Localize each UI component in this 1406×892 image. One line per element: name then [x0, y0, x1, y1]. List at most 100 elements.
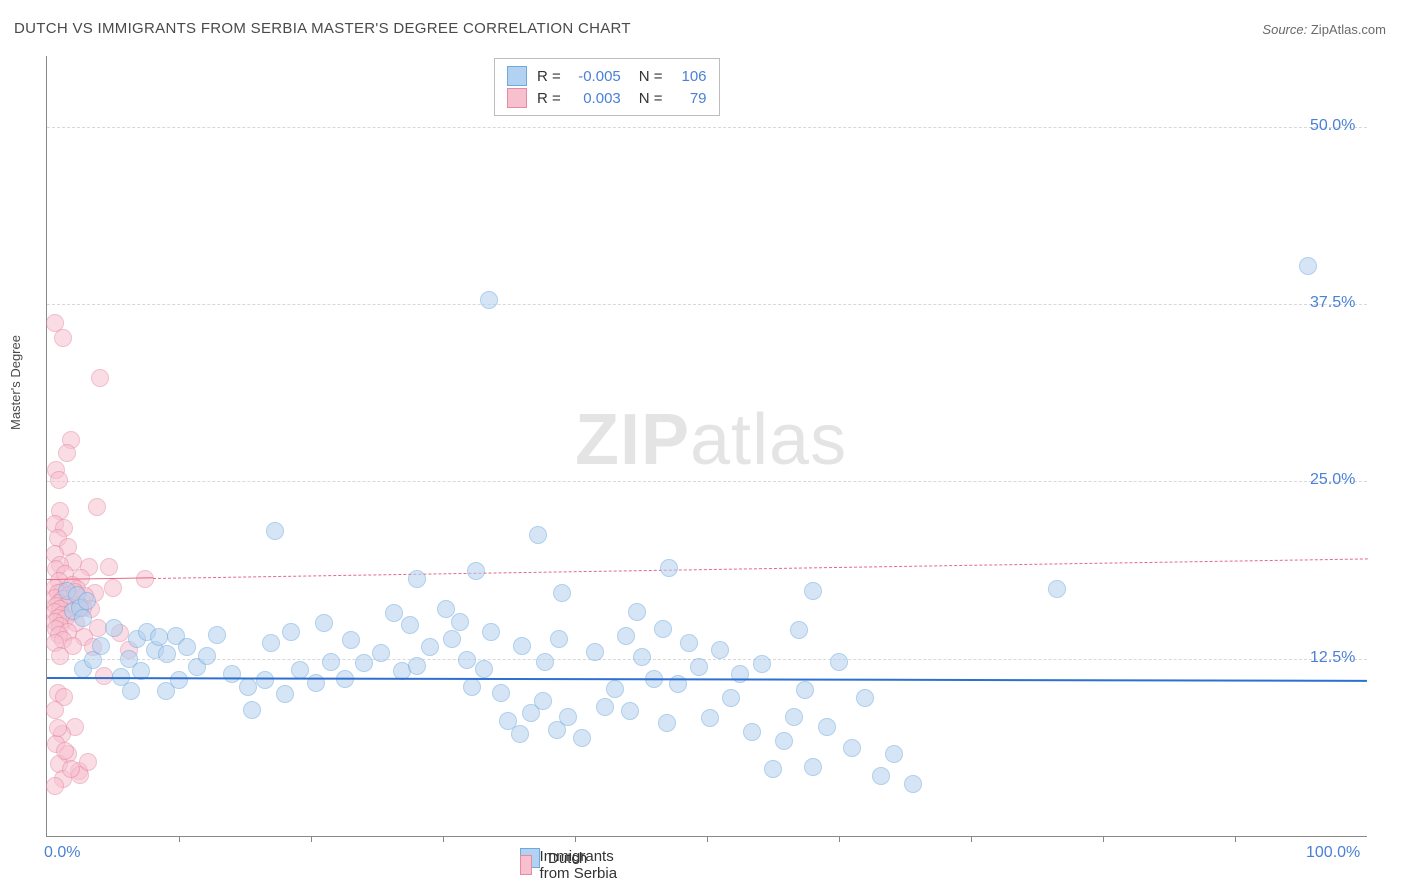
dutch-point	[276, 685, 294, 703]
dutch-point	[658, 714, 676, 732]
r-value: -0.005	[571, 68, 621, 85]
serbia-point	[79, 753, 97, 771]
dutch-point	[437, 600, 455, 618]
x-tick	[179, 836, 180, 842]
dutch-point	[342, 631, 360, 649]
dutch-point	[731, 665, 749, 683]
x-tick	[443, 836, 444, 842]
r-label: R =	[537, 90, 561, 107]
watermark: ZIPatlas	[575, 399, 847, 481]
dutch-point	[150, 628, 168, 646]
legend-label: Immigrants from Serbia	[540, 848, 623, 882]
correlation-stats-box: R = -0.005 N = 106 R = 0.003 N = 79	[494, 58, 720, 116]
dutch-point	[239, 678, 257, 696]
x-end-label: 0.0%	[44, 844, 80, 862]
x-tick	[311, 836, 312, 842]
y-tick-label: 12.5%	[1310, 649, 1355, 667]
scatter-plot-area: ZIPatlas	[46, 56, 1367, 837]
dutch-point	[511, 725, 529, 743]
serbia-point	[91, 369, 109, 387]
x-tick	[707, 836, 708, 842]
n-label: N =	[639, 90, 663, 107]
serbia-point	[49, 719, 67, 737]
dutch-point	[1048, 580, 1066, 598]
dutch-point	[804, 582, 822, 600]
dutch-point	[401, 616, 419, 634]
r-label: R =	[537, 68, 561, 85]
dutch-point	[680, 634, 698, 652]
dutch-point	[421, 638, 439, 656]
dutch-point	[690, 658, 708, 676]
y-tick-label: 50.0%	[1310, 117, 1355, 135]
stats-row: R = 0.003 N = 79	[507, 87, 707, 109]
dutch-point	[475, 660, 493, 678]
dutch-point	[513, 637, 531, 655]
y-axis-label: Master's Degree	[8, 335, 23, 430]
dutch-point	[322, 653, 340, 671]
dutch-point	[711, 641, 729, 659]
dutch-point	[621, 702, 639, 720]
dutch-point	[775, 732, 793, 750]
dutch-point	[796, 681, 814, 699]
dutch-point	[291, 661, 309, 679]
dutch-point	[856, 689, 874, 707]
serbia-point	[46, 701, 64, 719]
dutch-point	[256, 671, 274, 689]
dutch-point	[764, 760, 782, 778]
dutch-point	[606, 680, 624, 698]
dutch-point	[92, 637, 110, 655]
dutch-point	[243, 701, 261, 719]
dutch-point	[443, 630, 461, 648]
dutch-point	[372, 644, 390, 662]
x-end-label: 100.0%	[1306, 844, 1360, 862]
serbia-point	[104, 579, 122, 597]
dutch-point	[315, 614, 333, 632]
r-value: 0.003	[571, 90, 621, 107]
serbia-point	[136, 570, 154, 588]
dutch-point	[198, 647, 216, 665]
dutch-point	[843, 739, 861, 757]
dutch-point	[463, 678, 481, 696]
legend-swatch	[507, 88, 527, 108]
dutch-point	[262, 634, 280, 652]
x-tick	[1103, 836, 1104, 842]
serbia-trendline	[153, 558, 1367, 579]
serbia-point	[46, 777, 64, 795]
dutch-point	[586, 643, 604, 661]
dutch-point	[790, 621, 808, 639]
dutch-point	[451, 613, 469, 631]
dutch-point	[573, 729, 591, 747]
dutch-point	[480, 291, 498, 309]
dutch-point	[596, 698, 614, 716]
dutch-point	[105, 619, 123, 637]
dutch-point	[266, 522, 284, 540]
dutch-point	[785, 708, 803, 726]
dutch-point	[534, 692, 552, 710]
dutch-point	[654, 620, 672, 638]
dutch-point	[743, 723, 761, 741]
dutch-point	[628, 603, 646, 621]
gridline-h	[47, 481, 1367, 482]
serbia-point	[88, 498, 106, 516]
dutch-point	[701, 709, 719, 727]
dutch-point	[617, 627, 635, 645]
dutch-point	[633, 648, 651, 666]
legend-swatch	[520, 855, 532, 875]
serbia-point	[58, 444, 76, 462]
dutch-point	[158, 645, 176, 663]
dutch-point	[818, 718, 836, 736]
dutch-point	[830, 653, 848, 671]
dutch-point	[904, 775, 922, 793]
n-value: 79	[673, 90, 707, 107]
dutch-point	[722, 689, 740, 707]
y-tick-label: 25.0%	[1310, 471, 1355, 489]
dutch-point	[408, 570, 426, 588]
chart-title: DUTCH VS IMMIGRANTS FROM SERBIA MASTER'S…	[14, 20, 631, 37]
n-value: 106	[673, 68, 707, 85]
dutch-point	[482, 623, 500, 641]
dutch-point	[208, 626, 226, 644]
dutch-point	[74, 609, 92, 627]
x-tick	[1235, 836, 1236, 842]
dutch-point	[804, 758, 822, 776]
dutch-point	[872, 767, 890, 785]
